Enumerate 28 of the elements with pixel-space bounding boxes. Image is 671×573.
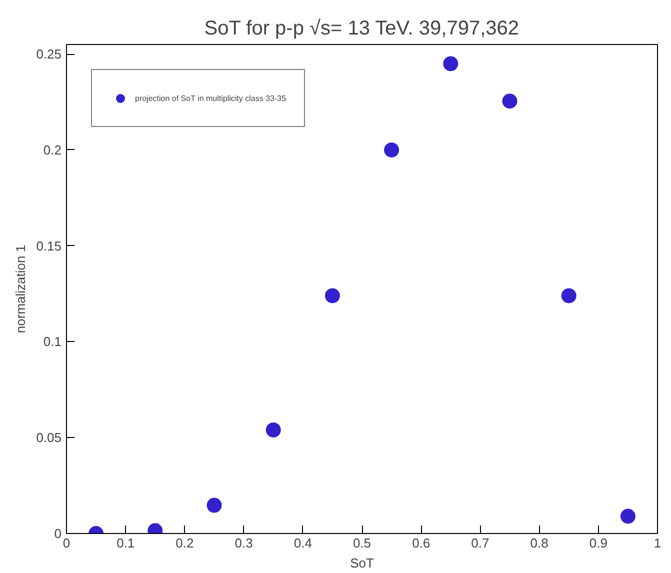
y-tick-label: 0.25	[36, 46, 62, 62]
y-tick-label: 0	[54, 526, 62, 541]
legend-label: projection of SoT in multiplicity class 33-35	[135, 94, 286, 102]
point	[384, 142, 400, 158]
x-tick-label: 0.5	[352, 536, 372, 550]
point	[620, 508, 636, 524]
y-tick-label: 0.15	[36, 238, 62, 254]
x-tick-label: 0.9	[589, 536, 608, 550]
x-tick-label: 0.1	[116, 536, 135, 550]
y-tick-label: 0.1	[43, 334, 62, 350]
y-tick-label: 0.05	[36, 430, 62, 446]
x-tick-label: 0.8	[530, 536, 548, 550]
x-tick-label: 0.6	[412, 536, 430, 550]
point	[324, 288, 340, 304]
chart-title: SoT for p-p √s= 13 TeV. 39,797,362	[204, 18, 520, 40]
point	[206, 498, 222, 513]
y-axis-title: normalization 1	[13, 244, 28, 334]
x-tick-label: 0.7	[471, 536, 490, 550]
x-axis-title: SoT	[350, 556, 374, 570]
x-tick-label: 0.2	[176, 536, 194, 550]
point	[266, 422, 281, 438]
point	[561, 288, 576, 304]
x-tick-label: 1	[654, 536, 662, 550]
y-tick-label: 0.2	[43, 142, 62, 158]
point	[502, 94, 518, 109]
x-tick-label: 0.3	[234, 536, 253, 550]
x-tick-label: 0.4	[294, 536, 312, 550]
point	[443, 56, 458, 72]
